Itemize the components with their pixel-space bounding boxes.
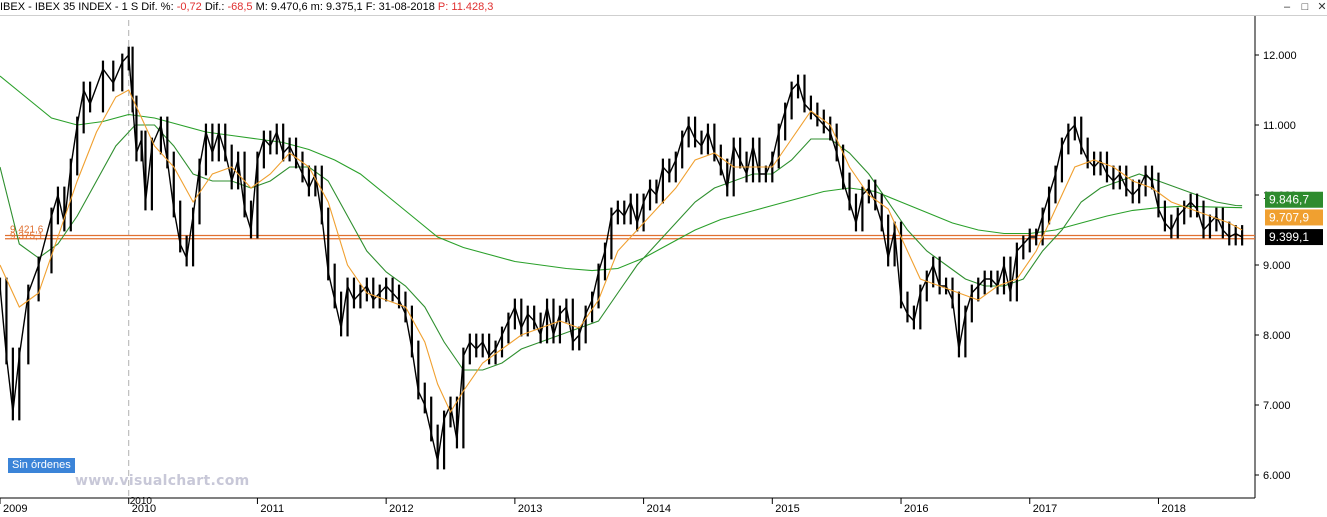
- price-chart[interactable]: 6.0007.0008.0009.00010.00011.00012.00020…: [0, 16, 1327, 517]
- x-tick-label: 2015: [775, 503, 799, 515]
- x-tick-label: 2009: [3, 503, 27, 515]
- y-tick-label: 11.000: [1263, 120, 1296, 132]
- p-value: 11.428,3: [451, 1, 494, 13]
- x-tick-label: 2017: [1033, 503, 1057, 515]
- close-icon[interactable]: ✕: [1317, 1, 1327, 13]
- date-label: F:: [365, 1, 376, 13]
- dif-pct-label: Dif. %:: [141, 1, 174, 13]
- y-tick-label: 6.000: [1263, 470, 1291, 482]
- dif-pct-value: -0,72: [176, 1, 202, 13]
- dif-label: Dif.:: [204, 1, 225, 13]
- price-badge-orange: [1265, 209, 1323, 226]
- cursor-date-label: 2010: [130, 496, 153, 507]
- orders-status-button[interactable]: Sin órdenes: [8, 458, 75, 473]
- y-tick-label: 9.000: [1263, 260, 1291, 272]
- y-tick-label: 8.000: [1263, 330, 1291, 342]
- x-tick-label: 2016: [904, 503, 928, 515]
- ma-mid-line: [0, 124, 1243, 371]
- price-line: [0, 53, 1243, 462]
- x-tick-label: 2010: [132, 503, 156, 515]
- x-tick-label: 2013: [518, 503, 542, 515]
- symbol-label: IBEX - IBEX 35 INDEX - 1 S: [0, 1, 139, 13]
- x-tick-label: 2014: [647, 503, 671, 515]
- min-value: 9.375,1: [325, 1, 363, 13]
- support-line-label: 9.375,1: [10, 231, 44, 242]
- ma-fast-line: [0, 89, 1243, 414]
- restore-icon[interactable]: □: [1301, 1, 1309, 13]
- price-badge-label: 9.399,1: [1269, 230, 1309, 244]
- ma-slow-line: [0, 75, 1243, 272]
- max-value: 9.470,6: [270, 1, 308, 13]
- max-label: M:: [255, 1, 268, 13]
- x-tick-label: 2011: [260, 503, 284, 515]
- price-badge-label: 9.707,9: [1269, 210, 1309, 224]
- price-badge-label: 9.846,7: [1269, 193, 1309, 207]
- p-label: P:: [437, 1, 449, 13]
- support-line-label: 9.421,6: [10, 225, 44, 236]
- x-tick-label: 2018: [1161, 503, 1185, 515]
- min-label: m:: [310, 1, 323, 13]
- x-tick-label: 2012: [389, 503, 413, 515]
- minimize-icon[interactable]: –: [1283, 1, 1291, 13]
- y-tick-label: 12.000: [1263, 50, 1297, 62]
- price-badge-black: [1265, 229, 1323, 246]
- dif-value: -68,5: [227, 1, 253, 13]
- y-tick-label: 7.000: [1263, 400, 1291, 412]
- date-value: 31-08-2018: [378, 1, 435, 13]
- watermark: www.visualchart.com: [75, 473, 250, 489]
- price-badge-green: [1265, 191, 1323, 208]
- chart-title-bar: IBEX - IBEX 35 INDEX - 1 S Dif. %: -0,72…: [0, 0, 1327, 16]
